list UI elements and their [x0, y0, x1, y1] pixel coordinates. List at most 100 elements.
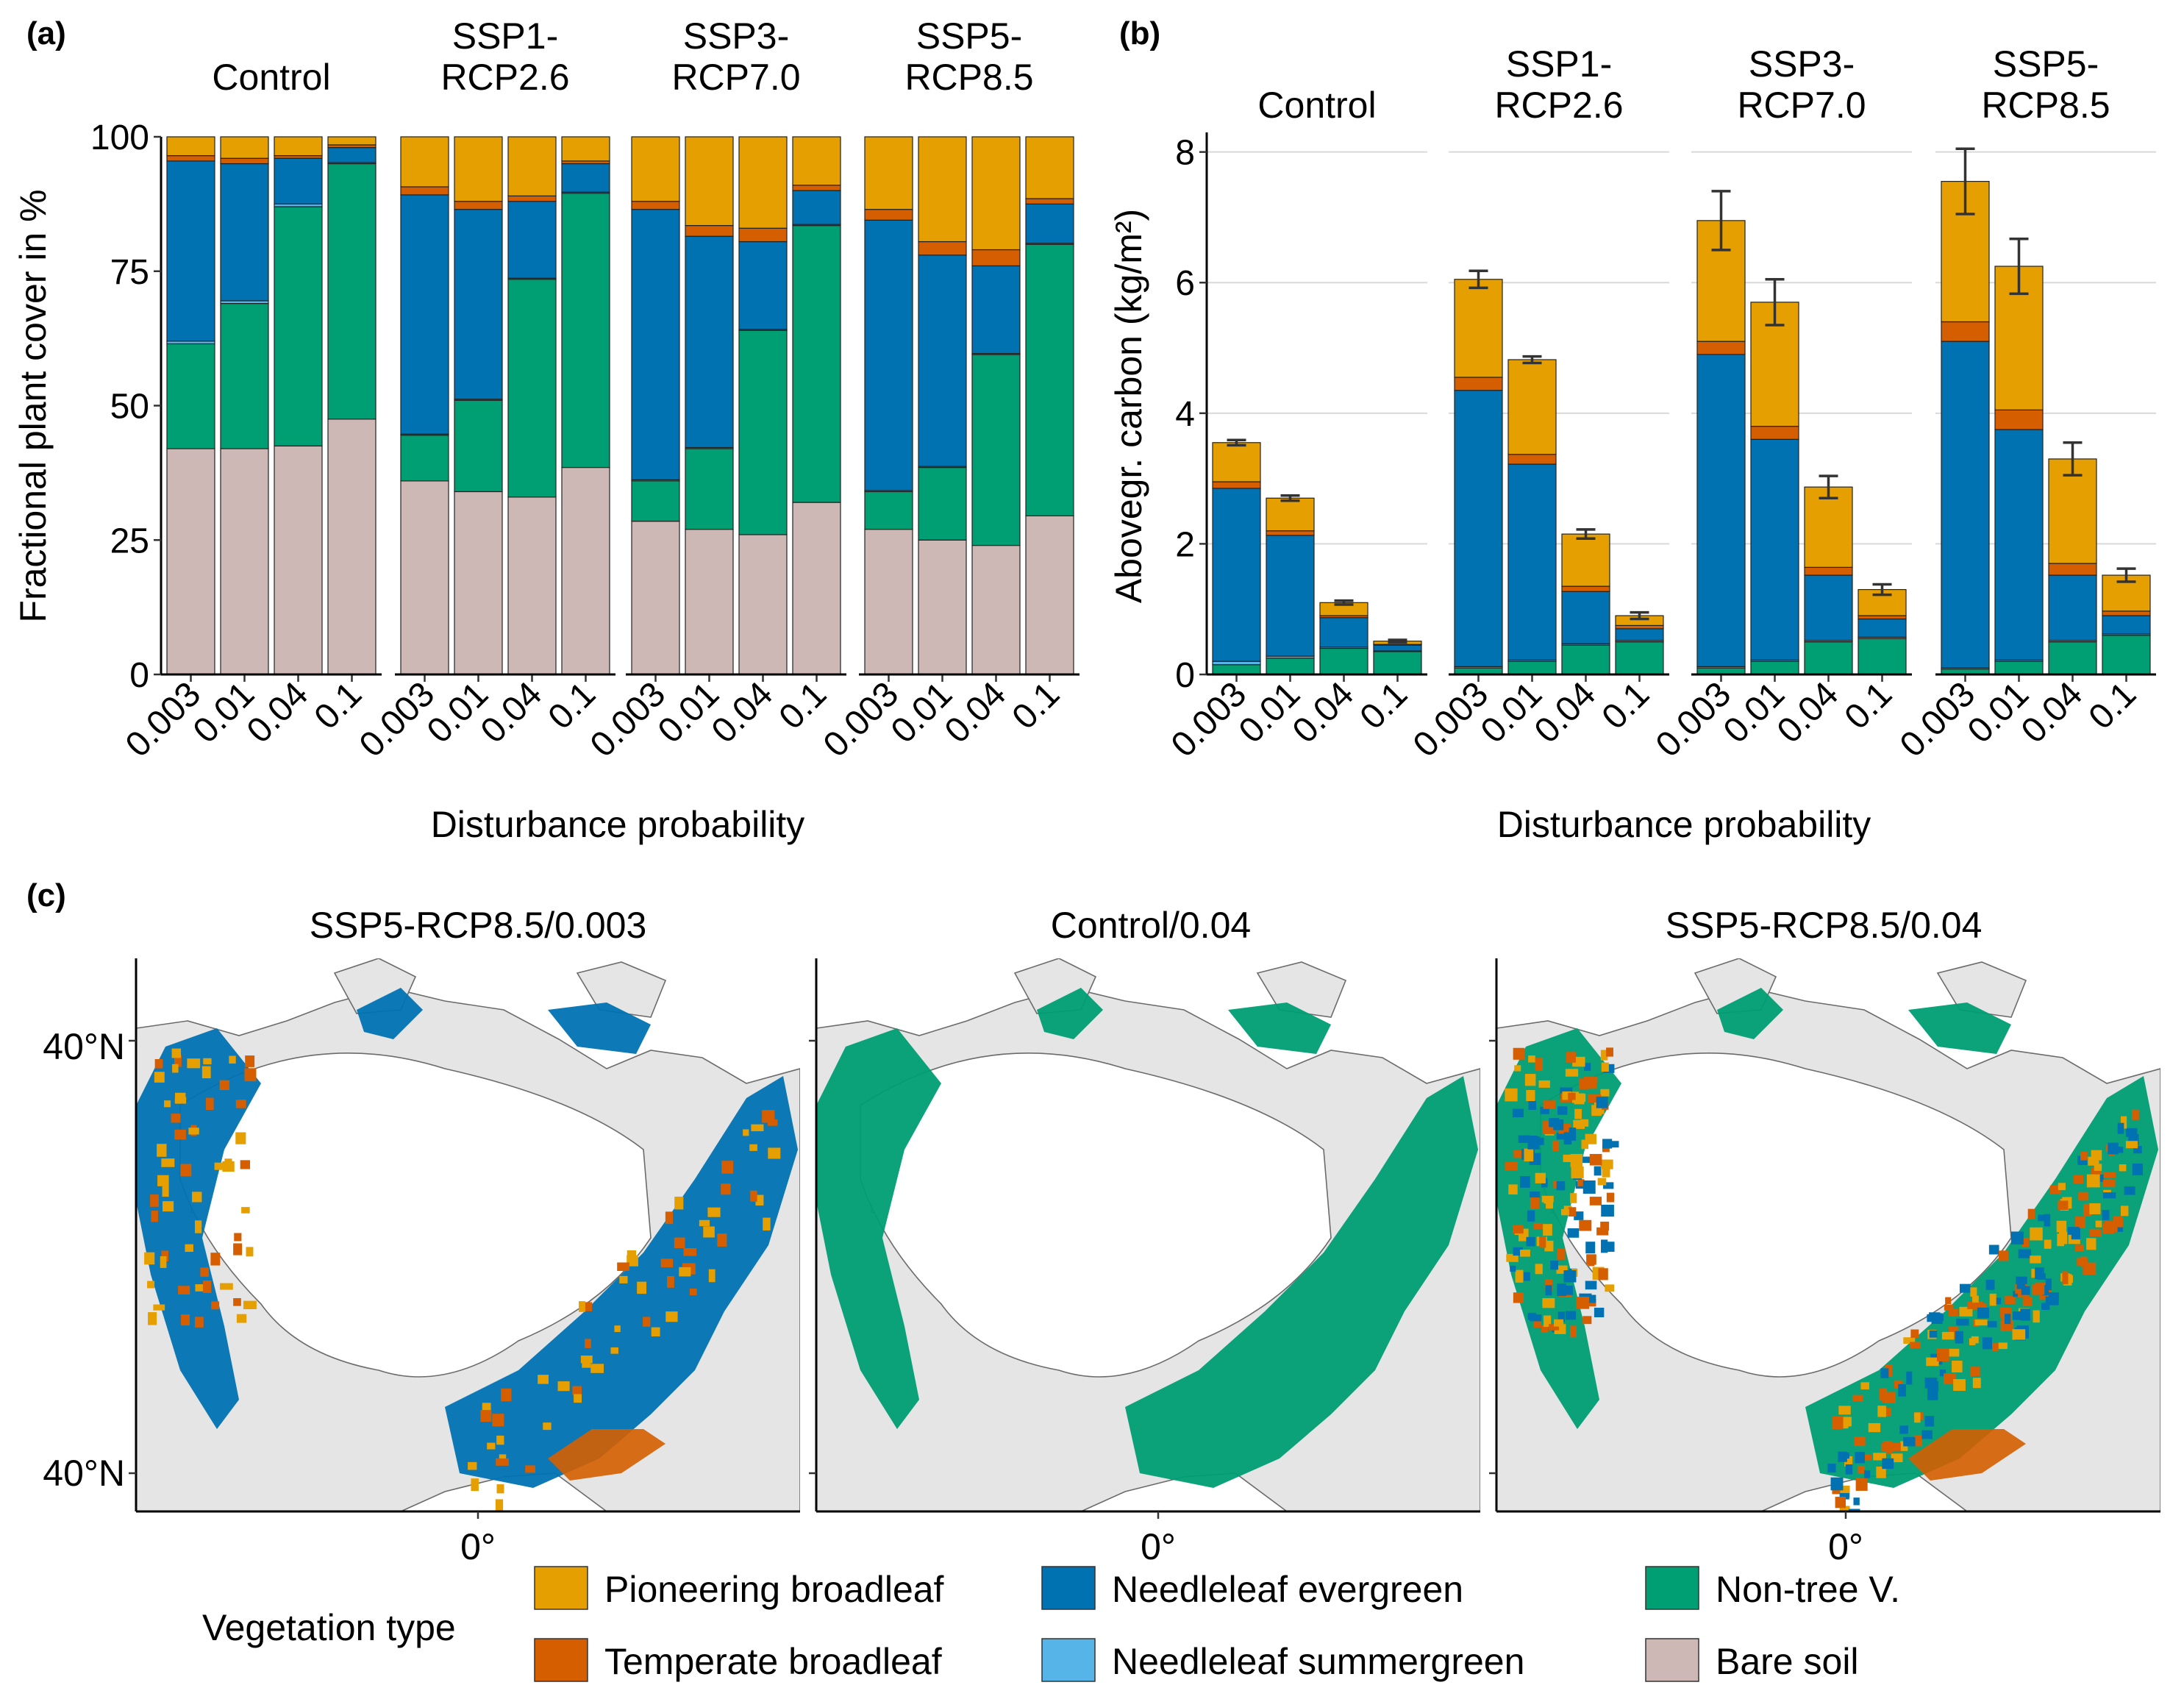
map-vegetation-cell [2080, 1151, 2088, 1161]
bar-segment-pioneering-broadleaf [738, 136, 788, 229]
bar-segment-needleleaf-evergreen [1373, 644, 1422, 652]
map-vegetation-cell [187, 1058, 201, 1069]
map-vegetation-cell [1909, 1342, 1921, 1349]
bar-segment-non-tree-v [561, 193, 610, 469]
bar-segment-bare-soil [561, 466, 610, 675]
map-vegetation-cell [1513, 1047, 1525, 1060]
map-vegetation-cell [2016, 1282, 2026, 1289]
map-vegetation-cell [1568, 1092, 1576, 1100]
map-vegetation-cell [1513, 1292, 1524, 1303]
map-vegetation-cell [1533, 1222, 1544, 1230]
map-vegetation-cell [1550, 1260, 1559, 1270]
bar-segment-pioneering-broadleaf [561, 136, 610, 162]
map-vegetation-cell [1845, 1464, 1853, 1475]
bar-segment-bare-soil [1025, 515, 1074, 675]
map-vegetation-cell [1576, 1297, 1590, 1309]
map-vegetation-cell [1944, 1304, 1954, 1311]
map-2 [809, 958, 1480, 1519]
map-ocean [1540, 1052, 2012, 1378]
map-vegetation-cell [1524, 1148, 1534, 1162]
map-vegetation-cell [1903, 1436, 1916, 1447]
x-tick-label: 0.1 [1595, 674, 1657, 737]
map-vegetation-cell [1853, 1497, 1860, 1506]
map-vegetation-cell [1541, 1195, 1554, 1203]
legend-swatch-non-tree [1645, 1566, 1699, 1610]
y-tick-label: 8 [1175, 134, 1195, 173]
map-vegetation-cell [1601, 1239, 1608, 1253]
map-vegetation-cell [699, 1219, 710, 1227]
map-vegetation-cell [1600, 1050, 1608, 1061]
map-vegetation-cell [1563, 1154, 1571, 1163]
map-vegetation-cell [1544, 1240, 1554, 1252]
map-vegetation-cell [1596, 1097, 1608, 1108]
bar-segment-non-tree-v [1615, 641, 1664, 675]
bar-segment-bare-soil [400, 480, 449, 675]
map-vegetation-cell [2117, 1122, 2124, 1134]
bar-segment-bare-soil [864, 529, 913, 675]
map-vegetation-cell [1910, 1329, 1919, 1338]
map-vegetation-cell [1527, 1312, 1536, 1320]
y-tick-label: 2 [1175, 525, 1195, 564]
map-vegetation-cell [1855, 1478, 1868, 1491]
map-vegetation-cell [2102, 1192, 2116, 1199]
map-vegetation-cell [2108, 1142, 2119, 1155]
bar-segment-needleleaf-summergreen [1212, 660, 1261, 666]
map-vegetation-cell [1576, 1094, 1586, 1103]
legend-title: Vegetation type [202, 1607, 456, 1648]
bar-segment-temperate-broadleaf [971, 249, 1021, 267]
map-vegetation-cell [1535, 1172, 1546, 1183]
map-vegetation-cell [482, 1403, 491, 1414]
map-vegetation-cell [2066, 1275, 2073, 1283]
map-vegetation-cell [1526, 1090, 1535, 1102]
map-vegetation-cell [1512, 1108, 1524, 1118]
bar-segment-bare-soil [327, 418, 377, 675]
map-vegetation-cell [2035, 1267, 2044, 1280]
bar-segment-needleleaf-evergreen [507, 201, 557, 279]
map-vegetation-cell [1586, 1077, 1598, 1084]
map-vegetation-cell [1538, 1080, 1550, 1088]
map-vegetation-cell [1864, 1470, 1871, 1478]
map-vegetation-cell [1598, 1268, 1608, 1281]
map-vegetation-cell [1839, 1493, 1849, 1500]
map-vegetation-cell [1562, 1091, 1572, 1100]
map-vegetation-cell [1539, 1236, 1546, 1248]
map-vegetation-cell [2116, 1217, 2124, 1228]
x-tick-label: 0.04 [474, 674, 550, 751]
map-vegetation-cell [2057, 1233, 2064, 1247]
bar-segment-bare-soil [166, 448, 215, 675]
map-vegetation-cell [203, 1058, 212, 1065]
map-vegetation-cell [660, 1258, 674, 1268]
map-temperate-patch [548, 1429, 665, 1481]
y-tick-label: 0 [1175, 656, 1195, 695]
bar-segment-pioneering-broadleaf [327, 136, 377, 146]
map-vegetation-cell [2125, 1141, 2138, 1149]
map-vegetation-cell [206, 1097, 214, 1111]
map-vegetation-cell [468, 1461, 477, 1470]
bar-segment-needleleaf-evergreen [400, 194, 449, 435]
map-vegetation-cell [1557, 1311, 1565, 1322]
map-vegetation-cell [1605, 1284, 1615, 1292]
bar-segment-temperate-broadleaf [1266, 530, 1315, 536]
map-vegetation-cell [2016, 1276, 2027, 1285]
map-vegetation-cell [2012, 1329, 2026, 1340]
map-vegetation-cell [2102, 1210, 2110, 1220]
map-vegetation-cell [1967, 1301, 1976, 1309]
map-vegetation-cell [2032, 1284, 2045, 1295]
map-vegetation-cell [1873, 1453, 1886, 1461]
y-tick-label: 4 [1175, 395, 1195, 434]
bar-segment-needleleaf-evergreen [220, 163, 269, 302]
map-vegetation-cell [1970, 1287, 1977, 1297]
map-vegetation-cell [154, 1059, 163, 1069]
map-vegetation-cell [1528, 1100, 1537, 1110]
x-tick-label: 0.1 [1005, 674, 1068, 737]
map-vegetation-cell [1508, 1184, 1518, 1195]
y-tick-label: 75 [110, 253, 149, 292]
map-vegetation-cell [150, 1194, 159, 1207]
map-vegetation-cell [1513, 1247, 1523, 1256]
map-vegetation-belt [357, 988, 423, 1039]
map-vegetation-cell [157, 1144, 167, 1157]
map-vegetation-cell [1579, 1078, 1589, 1089]
map-vegetation-cell [2089, 1228, 2102, 1237]
map-vegetation-cell [1998, 1342, 2008, 1350]
bar-segment-non-tree-v [631, 480, 680, 522]
